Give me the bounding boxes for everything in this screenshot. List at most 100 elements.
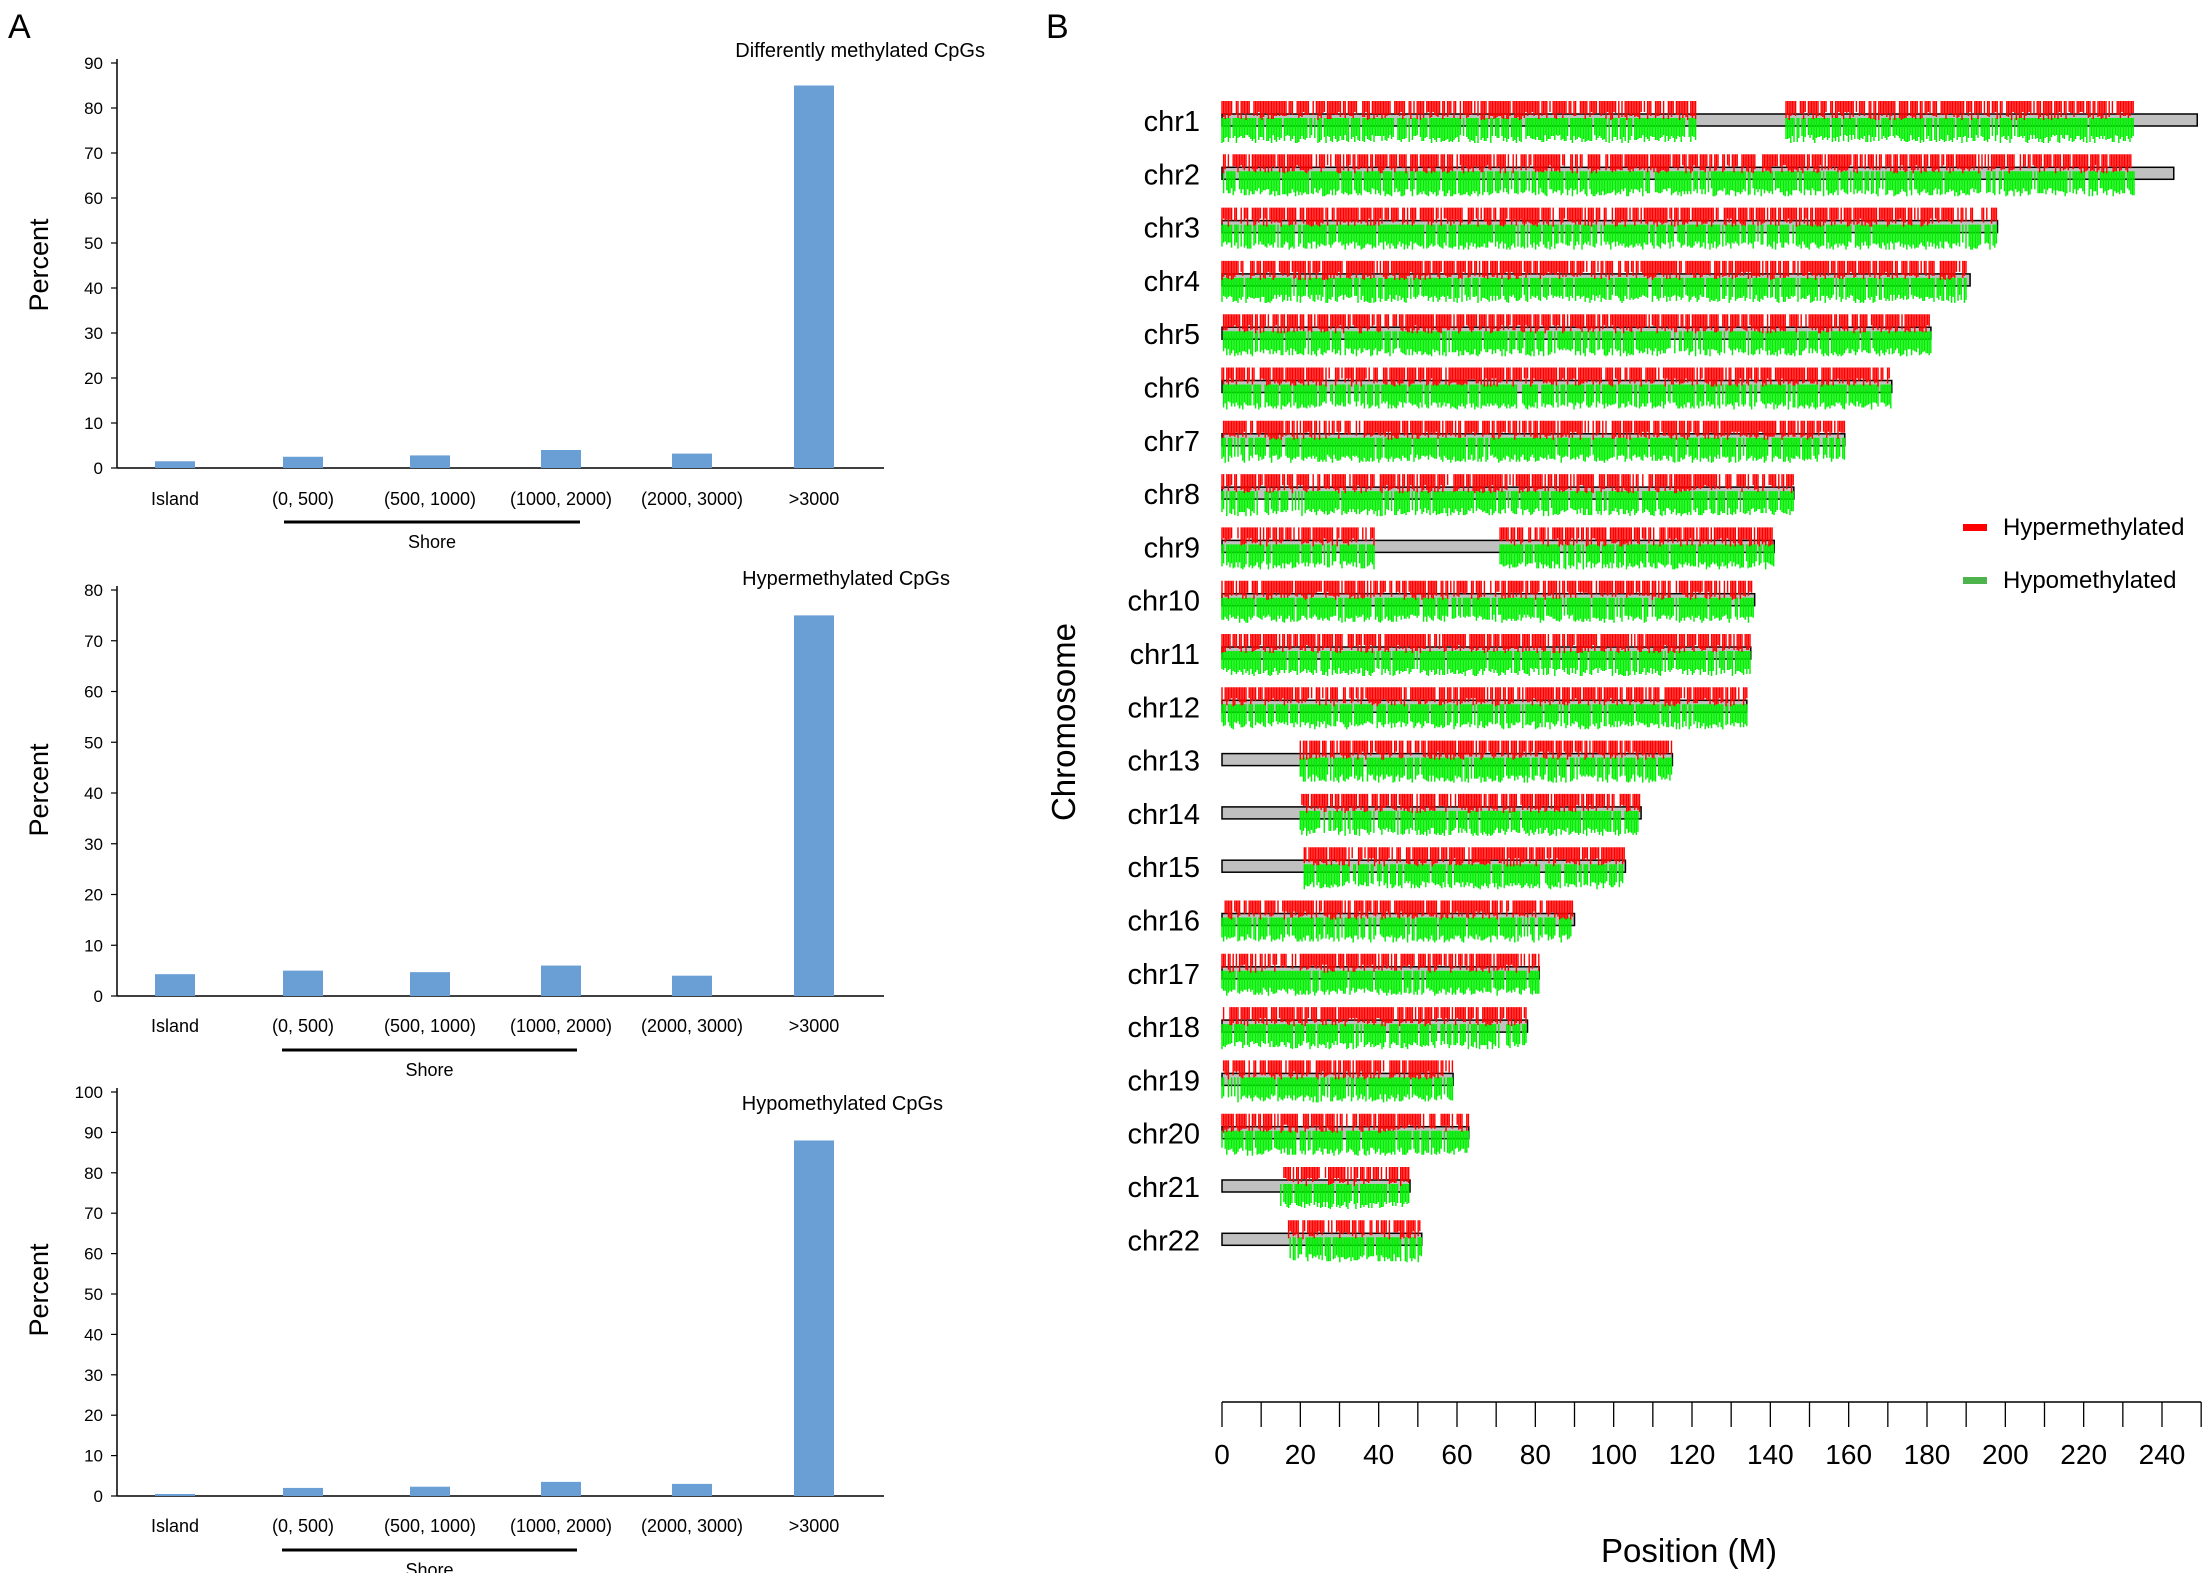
y-tick-label: 50: [84, 234, 103, 253]
chart-title: Differently methylated CpGs: [735, 40, 985, 62]
hypermethylated-marks: [1221, 260, 1967, 280]
chromosome-label: chr18: [1127, 1012, 1200, 1044]
position-tick-label: 40: [1363, 1439, 1394, 1470]
hypomethylated-marks: [1221, 1077, 1454, 1103]
hypomethylated-marks: [1289, 1237, 1423, 1263]
chromosome-row-chr2: chr2: [1144, 154, 2175, 197]
legend-label-1: Hypomethylated: [2003, 567, 2176, 594]
y-tick-label: 90: [84, 54, 103, 73]
hypermethylated-marks: [1222, 420, 1846, 440]
hypomethylated-marks: [1221, 544, 1775, 570]
chromosome-row-chr4: chr4: [1144, 260, 1971, 303]
y-tick-label: 0: [94, 1487, 103, 1506]
chromosome-label: chr6: [1144, 373, 1200, 405]
y-tick-label: 80: [84, 1164, 103, 1183]
chromosome-label: chr20: [1127, 1119, 1200, 1151]
chromosome-label: chr14: [1127, 799, 1200, 831]
x-tick-label: >3000: [789, 489, 840, 509]
position-tick-label: 120: [1669, 1439, 1716, 1470]
hypermethylated-marks: [1221, 474, 1794, 494]
y-axis-label: Percent: [24, 218, 54, 312]
hypomethylated-marks: [1299, 757, 1673, 783]
bar-charts-group: 0 10 20 30 40 50 60 70 80 90 Island (0, 500) (500, 1…: [24, 40, 985, 1573]
x-tick-label: (0, 500): [272, 1016, 334, 1036]
legend-swatch-0: [1963, 524, 1987, 531]
x-tick-label: >3000: [789, 1516, 840, 1536]
y-tick-label: 10: [84, 1447, 103, 1466]
hypomethylated-marks: [1222, 384, 1892, 410]
y-axis-label: Percent: [24, 1243, 54, 1337]
position-tick-label: 180: [1904, 1439, 1951, 1470]
hypomethylated-marks: [1221, 917, 1572, 943]
panel-letter-a: A: [8, 8, 31, 46]
y-tick-label: 90: [84, 1123, 103, 1142]
bar-3: [541, 965, 581, 996]
bar-0: [155, 461, 195, 468]
hypermethylated-marks: [1221, 101, 2134, 120]
chromosome-label: chr21: [1127, 1172, 1200, 1204]
chromosome-label: chr13: [1127, 746, 1200, 778]
y-tick-label: 70: [84, 632, 103, 651]
chart-title: Hypermethylated CpGs: [742, 568, 950, 590]
position-tick-label: 100: [1590, 1439, 1637, 1470]
bar-chart-1: 0 10 20 30 40 50 60 70 80 90 Island (0, 500) (500, 1…: [24, 40, 985, 552]
bar-5: [794, 615, 834, 996]
hypermethylated-marks: [1303, 847, 1625, 867]
chromosome-row-chr18: chr18: [1127, 1007, 1529, 1050]
y-tick-label: 30: [84, 1366, 103, 1385]
hypermethylated-marks: [1221, 207, 1998, 227]
y-tick-label: 80: [84, 99, 103, 118]
bar-1: [283, 456, 323, 468]
hypomethylated-marks: [1221, 651, 1751, 676]
y-tick-label: 40: [84, 279, 103, 298]
chromosome-row-chr3: chr3: [1144, 207, 1999, 250]
chromosome-label: chr3: [1144, 213, 1200, 245]
chromosome-row-chr6: chr6: [1144, 367, 1893, 410]
y-tick-label: 60: [84, 683, 103, 702]
legend-label-0: Hypermethylated: [2003, 514, 2184, 541]
chromosome-label: chr22: [1127, 1225, 1200, 1257]
position-tick-label: 20: [1285, 1439, 1316, 1470]
bar-1: [283, 1487, 323, 1496]
chromosome-label: chr15: [1127, 852, 1200, 884]
hypermethylated-marks: [1221, 527, 1773, 547]
chromosome-row-chr14: chr14: [1127, 793, 1642, 836]
chromosome-label: chr11: [1130, 639, 1200, 671]
hypermethylated-marks: [1222, 314, 1930, 334]
chromosome-row-chr17: chr17: [1127, 953, 1540, 996]
hypomethylated-marks: [1222, 331, 1932, 357]
bar-chart-2: 0 10 20 30 40 50 60 70 80 Island (0, 500) (500, 100…: [24, 568, 950, 1080]
bar-2: [410, 455, 450, 468]
bar-5: [794, 1140, 834, 1496]
chromosome-row-chr10: chr10: [1127, 580, 1756, 623]
y-tick-label: 60: [84, 189, 103, 208]
bar-3: [541, 450, 581, 468]
hypermethylated-marks: [1221, 953, 1540, 973]
y-tick-label: 40: [84, 784, 103, 803]
chromosome-axis-title: Chromosome: [1045, 623, 1082, 821]
chromosome-row-chr16: chr16: [1127, 900, 1576, 943]
x-tick-label: (2000, 3000): [641, 489, 743, 509]
bar-0: [155, 974, 195, 996]
hypomethylated-marks: [1221, 704, 1748, 730]
y-tick-label: 0: [94, 987, 103, 1006]
x-tick-label: (1000, 2000): [510, 1016, 612, 1036]
chromosome-label: chr9: [1144, 532, 1200, 564]
bar-chart-3: 0 10 20 30 40 50 60 70 80 90 100 Island (0, 500) (500…: [24, 1083, 943, 1573]
panel-letter-b: B: [1046, 8, 1069, 46]
y-tick-label: 70: [84, 144, 103, 163]
hypomethylated-marks: [1221, 437, 1846, 463]
chromosome-row-chr1: chr1: [1144, 101, 2198, 143]
hypermethylated-marks: [1224, 900, 1574, 920]
position-tick-label: 80: [1520, 1439, 1551, 1470]
hypermethylated-marks: [1222, 1007, 1527, 1027]
position-tick-label: 200: [1982, 1439, 2029, 1470]
chromosome-row-chr19: chr19: [1127, 1060, 1454, 1103]
hypomethylated-marks: [1280, 1184, 1410, 1209]
hypomethylated-marks: [1221, 597, 1754, 623]
chromosome-label: chr10: [1127, 586, 1200, 618]
bar-0: [155, 1493, 195, 1496]
chromosome-row-chr5: chr5: [1144, 314, 1932, 357]
legend: Hypermethylated Hypomethylated: [1963, 514, 2184, 594]
chromosome-label: chr1: [1144, 106, 1200, 138]
